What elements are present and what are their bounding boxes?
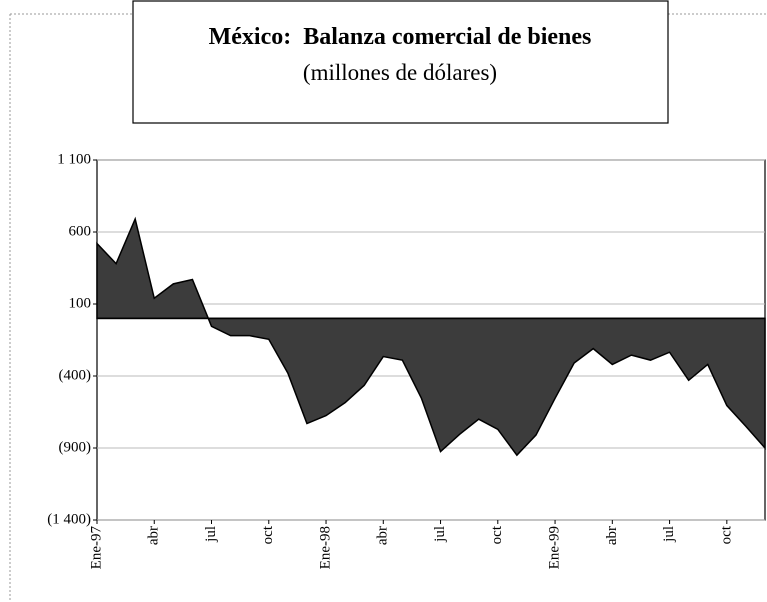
x-tick-label: oct [260,525,276,544]
area [96,216,766,457]
chart-subtitle: (millones de dólares) [303,60,497,85]
x-tick-label: abr [146,526,162,545]
y-tick-label: (900) [59,439,92,455]
x-tick-label: jul [203,526,219,543]
x-tick-label: Ene-99 [546,526,562,569]
x-tick-label: oct [718,525,734,544]
chart-title: México: Balanza comercial de bienes [209,24,592,50]
x-tick-label: Ene-98 [317,526,333,569]
y-tick-label: (400) [59,367,92,383]
y-tick-label: 1 100 [57,151,91,167]
x-tick-label: jul [432,526,448,543]
x-tick-label: abr [604,526,620,545]
x-tick-label: jul [661,526,677,543]
y-tick-label: (1 400) [47,511,91,527]
y-tick-label: 100 [69,295,92,311]
x-tick-label: abr [375,526,391,545]
y-tick-label: 600 [69,223,92,239]
title-box [132,0,669,124]
x-tick-label: oct [489,525,505,544]
x-tick-label: Ene-97 [88,526,104,570]
